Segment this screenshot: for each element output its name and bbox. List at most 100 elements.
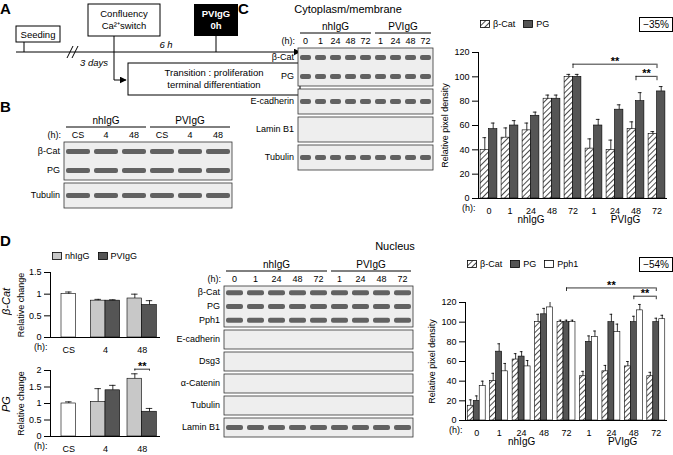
svg-text:48: 48: [137, 444, 147, 454]
svg-text:1: 1: [586, 428, 591, 438]
svg-text:1: 1: [497, 428, 502, 438]
svg-text:CS: CS: [63, 345, 76, 355]
svg-text:0: 0: [486, 206, 491, 216]
svg-text:PVIgG: PVIgG: [175, 115, 205, 126]
svg-text:**: **: [138, 360, 147, 372]
svg-text:48: 48: [292, 274, 302, 284]
svg-text:48: 48: [539, 428, 549, 438]
svg-text:72: 72: [397, 274, 407, 284]
svg-text:terminal differentiation: terminal differentiation: [167, 79, 260, 90]
svg-text:48: 48: [345, 36, 355, 46]
svg-text:nhIgG: nhIgG: [263, 259, 290, 270]
svg-text:48: 48: [376, 274, 386, 284]
svg-text:β-Cat: β-Cat: [38, 146, 61, 156]
svg-text:Lamin B1: Lamin B1: [256, 124, 294, 134]
svg-text:40: 40: [446, 376, 456, 386]
svg-text:60: 60: [446, 356, 456, 366]
svg-text:48: 48: [405, 36, 415, 46]
svg-text:E-cadherin: E-cadherin: [250, 96, 294, 106]
svg-text:0.5: 0.5: [29, 311, 42, 321]
svg-text:PG: PG: [281, 71, 294, 81]
svg-text:24: 24: [330, 36, 340, 46]
svg-text:1: 1: [36, 289, 41, 299]
svg-text:(h):: (h):: [48, 130, 62, 140]
svg-text:CS: CS: [156, 130, 169, 140]
svg-text:PVIgG: PVIgG: [356, 259, 386, 270]
svg-text:4: 4: [187, 130, 192, 140]
svg-text:100: 100: [454, 72, 469, 82]
svg-text:72: 72: [561, 428, 571, 438]
svg-text:0: 0: [303, 36, 308, 46]
svg-text:CS: CS: [72, 130, 85, 140]
svg-text:4: 4: [103, 130, 108, 140]
svg-text:α-Catenin: α-Catenin: [181, 378, 220, 388]
svg-text:Relative pixel density: Relative pixel density: [427, 319, 437, 404]
svg-text:72: 72: [360, 36, 370, 46]
svg-text:120: 120: [441, 297, 456, 307]
svg-text:CS: CS: [63, 444, 76, 454]
svg-text:PG: PG: [207, 301, 220, 311]
svg-text:PVIgG: PVIgG: [202, 8, 231, 19]
svg-text:40: 40: [459, 145, 469, 155]
svg-text:0: 0: [474, 428, 479, 438]
svg-text:Tubulin: Tubulin: [265, 152, 294, 162]
svg-text:Lamin B1: Lamin B1: [182, 422, 220, 432]
svg-text:nhIgG: nhIgG: [517, 214, 544, 225]
svg-text:72: 72: [568, 206, 578, 216]
svg-text:Pph1: Pph1: [199, 315, 220, 325]
svg-text:nhIgG: nhIgG: [322, 21, 349, 32]
svg-text:1: 1: [253, 274, 258, 284]
svg-text:Seeding: Seeding: [21, 29, 56, 40]
svg-text:Transition : proliferation: Transition : proliferation: [165, 67, 264, 78]
svg-text:**: **: [642, 67, 651, 79]
svg-text:2: 2: [36, 365, 41, 375]
svg-text:72: 72: [420, 36, 430, 46]
svg-text:0: 0: [451, 415, 456, 425]
svg-text:1: 1: [318, 36, 323, 46]
svg-text:4: 4: [103, 345, 108, 355]
svg-text:1: 1: [337, 274, 342, 284]
svg-text:Confluency: Confluency: [100, 8, 148, 19]
svg-text:48: 48: [137, 345, 147, 355]
svg-text:3 days: 3 days: [80, 57, 108, 68]
svg-text:(h):: (h):: [282, 36, 296, 46]
svg-text:(h):: (h):: [34, 342, 48, 352]
svg-text:0: 0: [36, 332, 41, 342]
svg-text:60: 60: [459, 120, 469, 130]
svg-text:0.5: 0.5: [29, 415, 42, 425]
svg-text:1.5: 1.5: [29, 382, 42, 392]
svg-text:**: **: [641, 287, 650, 299]
svg-text:0: 0: [232, 274, 237, 284]
svg-text:20: 20: [459, 169, 469, 179]
svg-text:Tubulin: Tubulin: [31, 190, 60, 200]
svg-text:1.5: 1.5: [29, 267, 42, 277]
svg-text:**: **: [611, 55, 620, 67]
svg-text:0: 0: [464, 193, 469, 203]
svg-text:0h: 0h: [210, 20, 221, 31]
svg-text:0: 0: [36, 431, 41, 441]
svg-text:100: 100: [441, 317, 456, 327]
svg-text:6 h: 6 h: [159, 39, 172, 50]
svg-text:24: 24: [390, 36, 400, 46]
svg-text:4: 4: [103, 444, 108, 454]
svg-text:48: 48: [547, 206, 557, 216]
svg-text:72: 72: [651, 428, 661, 438]
svg-text:Ca²⁺switch: Ca²⁺switch: [102, 20, 147, 31]
svg-text:24: 24: [355, 274, 365, 284]
svg-text:48: 48: [129, 130, 139, 140]
svg-text:Relative change: Relative change: [16, 371, 26, 436]
svg-text:PVIgG: PVIgG: [611, 214, 641, 225]
svg-text:120: 120: [454, 47, 469, 57]
svg-text:(h):: (h):: [34, 441, 48, 451]
svg-text:1: 1: [507, 206, 512, 216]
svg-text:20: 20: [446, 396, 456, 406]
svg-text:nhIgG: nhIgG: [92, 115, 119, 126]
svg-text:β-Cat: β-Cat: [198, 287, 221, 297]
svg-text:Relative pixel density: Relative pixel density: [440, 83, 450, 168]
svg-text:1: 1: [591, 206, 596, 216]
svg-text:nhIgG: nhIgG: [508, 436, 535, 447]
svg-text:72: 72: [313, 274, 323, 284]
svg-text:1: 1: [36, 398, 41, 408]
svg-text:PVIgG: PVIgG: [608, 436, 638, 447]
svg-text:(h):: (h):: [449, 425, 463, 435]
